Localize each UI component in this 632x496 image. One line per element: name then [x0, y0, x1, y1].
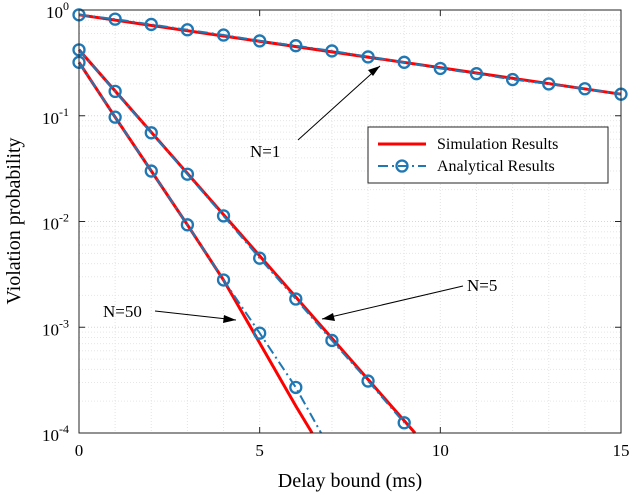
y-axis-label: Violation probability — [3, 137, 25, 304]
legend-analytical-label: Analytical Results — [437, 158, 555, 175]
annotations: N=1 N=5 N=50 — [103, 65, 497, 323]
analytical-marker-n5 — [361, 374, 375, 388]
y-tick-label: 10-2 — [42, 211, 69, 234]
analytical-marker-n5 — [144, 126, 158, 140]
analytical-marker-n1 — [469, 67, 484, 81]
analytical-marker-n50 — [108, 110, 122, 124]
annotation-n50-arrow — [154, 310, 237, 321]
analytical-marker-n1 — [505, 72, 520, 87]
analytical-marker-n50 — [289, 380, 303, 395]
annotation-n50-arrowhead — [223, 315, 236, 323]
analytical-marker-n1 — [180, 23, 195, 37]
legend-box — [367, 126, 609, 184]
analytical-marker-n1 — [289, 39, 303, 53]
annotation-n1-arrowhead — [368, 66, 380, 76]
analytical-marker-n1 — [361, 50, 375, 64]
analytical-curve-n5 — [78, 49, 405, 424]
legend-analytical-marker — [395, 159, 409, 173]
annotation-n50: N=50 — [103, 302, 142, 321]
y-tick-label: 100 — [46, 0, 69, 22]
analytical-marker-n5 — [216, 209, 231, 223]
analytical-marker-n1 — [253, 34, 267, 48]
analytical-marker-n5 — [397, 416, 411, 430]
analytical-marker-n1 — [325, 44, 339, 58]
analytical-marker-n5 — [325, 333, 339, 348]
legend-simulation-label: Simulation Results — [437, 136, 558, 153]
analytical-marker-n1 — [397, 55, 411, 69]
x-axis-label: Delay bound (ms) — [278, 470, 422, 492]
analytical-marker-n50 — [216, 273, 231, 287]
analytical-marker-n50 — [180, 218, 195, 232]
simulation-curve-n1 — [78, 13, 622, 96]
annotation-n5: N=5 — [467, 276, 497, 295]
analytical-marker-n5 — [180, 167, 195, 181]
analytical-marker-n1 — [216, 28, 231, 42]
annotation-n1-arrow — [297, 65, 381, 141]
analytical-marker-n50 — [144, 164, 158, 178]
analytical-marker-n1 — [542, 77, 556, 91]
annotation-n5-arrow — [321, 285, 464, 320]
analytical-marker-n1 — [433, 61, 447, 76]
annotation-n1: N=1 — [250, 142, 280, 161]
grid — [78, 10, 622, 434]
series-curves — [72, 8, 628, 434]
analytical-marker-n5 — [253, 251, 267, 265]
y-tick-label: 10-3 — [42, 316, 69, 339]
x-tick-label: 10 — [432, 441, 449, 460]
annotation-n5-arrowhead — [322, 313, 335, 321]
x-tick-label: 5 — [255, 441, 264, 460]
y-tick-label: 10-1 — [42, 105, 69, 128]
x-tick-label: 15 — [613, 441, 630, 460]
analytical-marker-n1 — [578, 82, 592, 96]
analytical-curve-n50 — [78, 61, 322, 434]
x-tick-label: 0 — [75, 441, 84, 460]
analytical-marker-n5 — [108, 84, 122, 99]
axis-ticks: 0 5 10 15 100 10-1 10-2 10-3 10-4 — [42, 0, 630, 460]
analytical-marker-n5 — [289, 292, 303, 306]
analytical-marker-n50 — [253, 326, 267, 340]
y-tick-label: 10-4 — [42, 422, 69, 445]
analytical-marker-n1 — [108, 12, 122, 26]
legend: Simulation Results Analytical Results — [367, 126, 609, 184]
analytical-marker-n1 — [144, 17, 158, 32]
